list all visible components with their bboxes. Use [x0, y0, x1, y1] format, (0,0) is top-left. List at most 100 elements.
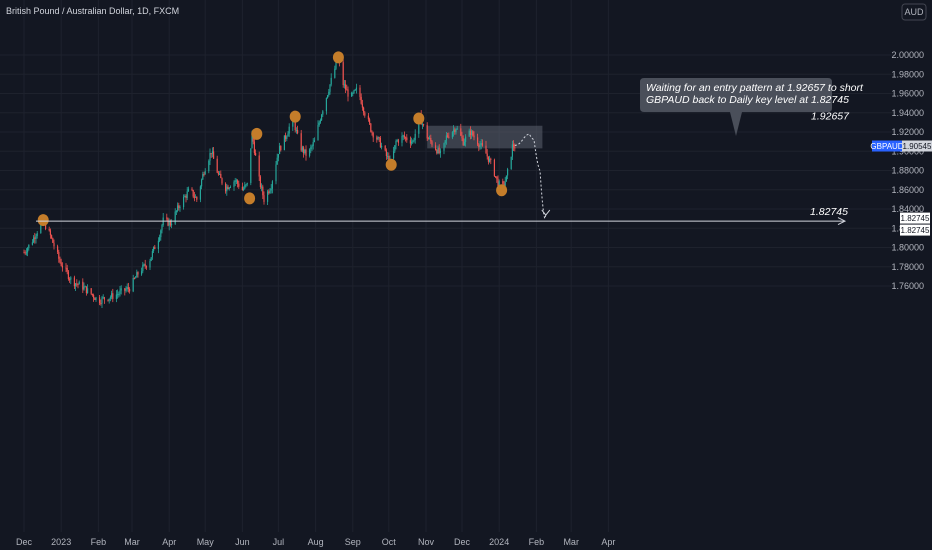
candle-body — [430, 137, 432, 142]
candle-body — [371, 131, 373, 133]
candle-body — [58, 251, 60, 259]
candle-body — [161, 224, 163, 231]
candle-body — [418, 118, 420, 134]
candle — [402, 134, 404, 141]
candle — [283, 135, 285, 151]
candle — [405, 136, 407, 142]
candle — [360, 93, 362, 105]
price-tick-label: 1.98000 — [891, 69, 924, 79]
candle — [409, 136, 411, 148]
candle — [235, 178, 237, 184]
candle-body — [471, 131, 473, 136]
candle-body — [363, 107, 365, 113]
candle — [478, 143, 480, 152]
candle-body — [353, 90, 355, 93]
candle — [108, 298, 110, 304]
candle-body — [186, 191, 188, 198]
candle — [456, 125, 458, 131]
candle — [87, 284, 89, 294]
candle-body — [367, 115, 369, 120]
price-tick-label: 1.80000 — [891, 243, 924, 253]
candle — [199, 185, 201, 203]
candle — [309, 148, 311, 158]
candle-body — [480, 143, 482, 146]
candle — [83, 282, 85, 291]
candle — [150, 257, 152, 262]
candle-body — [334, 68, 336, 78]
candle — [129, 287, 131, 294]
candle — [195, 194, 197, 198]
time-tick-label: Mar — [124, 537, 140, 547]
candle — [125, 286, 127, 293]
level-label-lower: 1.82745 — [810, 206, 848, 218]
candle-body — [485, 145, 487, 154]
candle-body — [210, 153, 212, 155]
candle-body — [77, 283, 79, 285]
candle-body — [267, 191, 269, 202]
key-level-arrow — [837, 217, 847, 226]
candle-body — [101, 297, 103, 304]
candle-body — [133, 278, 135, 280]
candle-body — [421, 124, 423, 126]
candle — [511, 140, 513, 161]
candle-body — [303, 147, 305, 154]
candle-body — [119, 290, 121, 294]
candle — [485, 140, 487, 154]
candle — [69, 277, 71, 283]
candle-body — [82, 281, 84, 290]
projection-path — [514, 133, 551, 221]
candle — [321, 113, 323, 121]
candle — [33, 235, 35, 244]
candle — [93, 293, 95, 302]
price-scale[interactable]: 1.760001.780001.800001.820001.840001.860… — [870, 0, 932, 550]
candle-body — [301, 147, 303, 151]
candle-body — [514, 147, 516, 149]
candle — [480, 138, 482, 150]
candle — [85, 286, 87, 296]
candle — [178, 202, 180, 211]
candle — [305, 145, 307, 161]
candle — [437, 145, 439, 155]
candle — [385, 148, 387, 160]
candle-body — [335, 61, 337, 69]
candle — [493, 158, 495, 177]
candle — [53, 239, 55, 250]
candle — [361, 99, 363, 111]
time-scale[interactable]: Dec 2023 Feb Mar Apr May Jun Jul Aug Sep Oct Nov Dec… — [16, 537, 615, 547]
candle-body — [496, 176, 498, 179]
candle — [379, 135, 381, 148]
candle-body — [427, 138, 429, 140]
candle-body — [394, 145, 396, 152]
time-tick-label: Dec — [454, 537, 471, 547]
candle — [124, 287, 126, 296]
candle — [107, 299, 109, 302]
candle — [271, 180, 273, 194]
candle-body — [259, 176, 261, 188]
annotation-bubble — [640, 78, 832, 136]
candle — [66, 264, 68, 275]
candle — [120, 285, 122, 295]
candle-body — [201, 179, 203, 187]
candle-body — [489, 158, 491, 162]
candle — [191, 187, 193, 192]
swing-point-marker — [37, 214, 49, 227]
candle-body — [431, 141, 433, 146]
candle — [73, 275, 75, 290]
candle — [177, 202, 179, 213]
candle — [77, 283, 79, 289]
time-tick-label: Jul — [273, 537, 285, 547]
symbol-tag-bg — [872, 140, 902, 152]
candle-body — [48, 228, 50, 231]
candle — [328, 88, 330, 97]
swing-markers — [37, 51, 508, 227]
candle-body — [23, 252, 25, 254]
level-label-upper: 1.92657 — [811, 111, 850, 123]
candle-body — [429, 137, 431, 139]
candle-body — [364, 112, 366, 116]
candle-body — [40, 223, 42, 234]
candle — [154, 244, 156, 250]
candle-body — [213, 151, 215, 159]
currency-button[interactable]: AUD — [901, 3, 927, 21]
candle-body — [493, 159, 495, 177]
